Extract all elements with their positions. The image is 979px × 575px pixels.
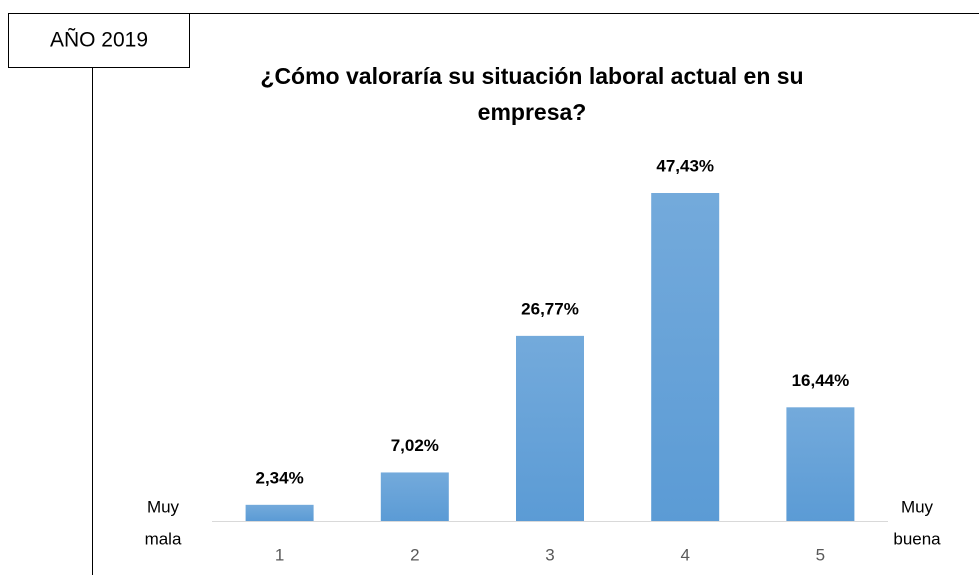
low-label: Muy	[147, 497, 180, 516]
bar	[516, 335, 584, 521]
value-label: 2,34%	[255, 468, 303, 487]
year-box	[8, 13, 190, 68]
x-tick-label: 5	[816, 545, 825, 564]
bar	[786, 407, 855, 521]
value-label: 26,77%	[521, 299, 579, 318]
x-tick-label: 4	[680, 545, 689, 564]
bar	[245, 504, 314, 521]
x-tick-label: 2	[410, 545, 419, 564]
high-label: Muy	[901, 497, 934, 516]
chart-title: empresa?	[478, 99, 587, 125]
value-label: 7,02%	[391, 436, 439, 455]
chart-title: ¿Cómo valoraría su situación laboral act…	[260, 63, 803, 89]
bar	[380, 472, 449, 521]
value-label: 16,44%	[792, 371, 850, 390]
high-label: buena	[893, 529, 941, 548]
x-tick-label: 1	[275, 545, 284, 564]
x-tick-label: 3	[545, 545, 554, 564]
low-label: mala	[145, 529, 182, 548]
bar	[651, 193, 720, 521]
year-label: AÑO 2019	[50, 28, 148, 52]
value-label: 47,43%	[656, 156, 714, 175]
